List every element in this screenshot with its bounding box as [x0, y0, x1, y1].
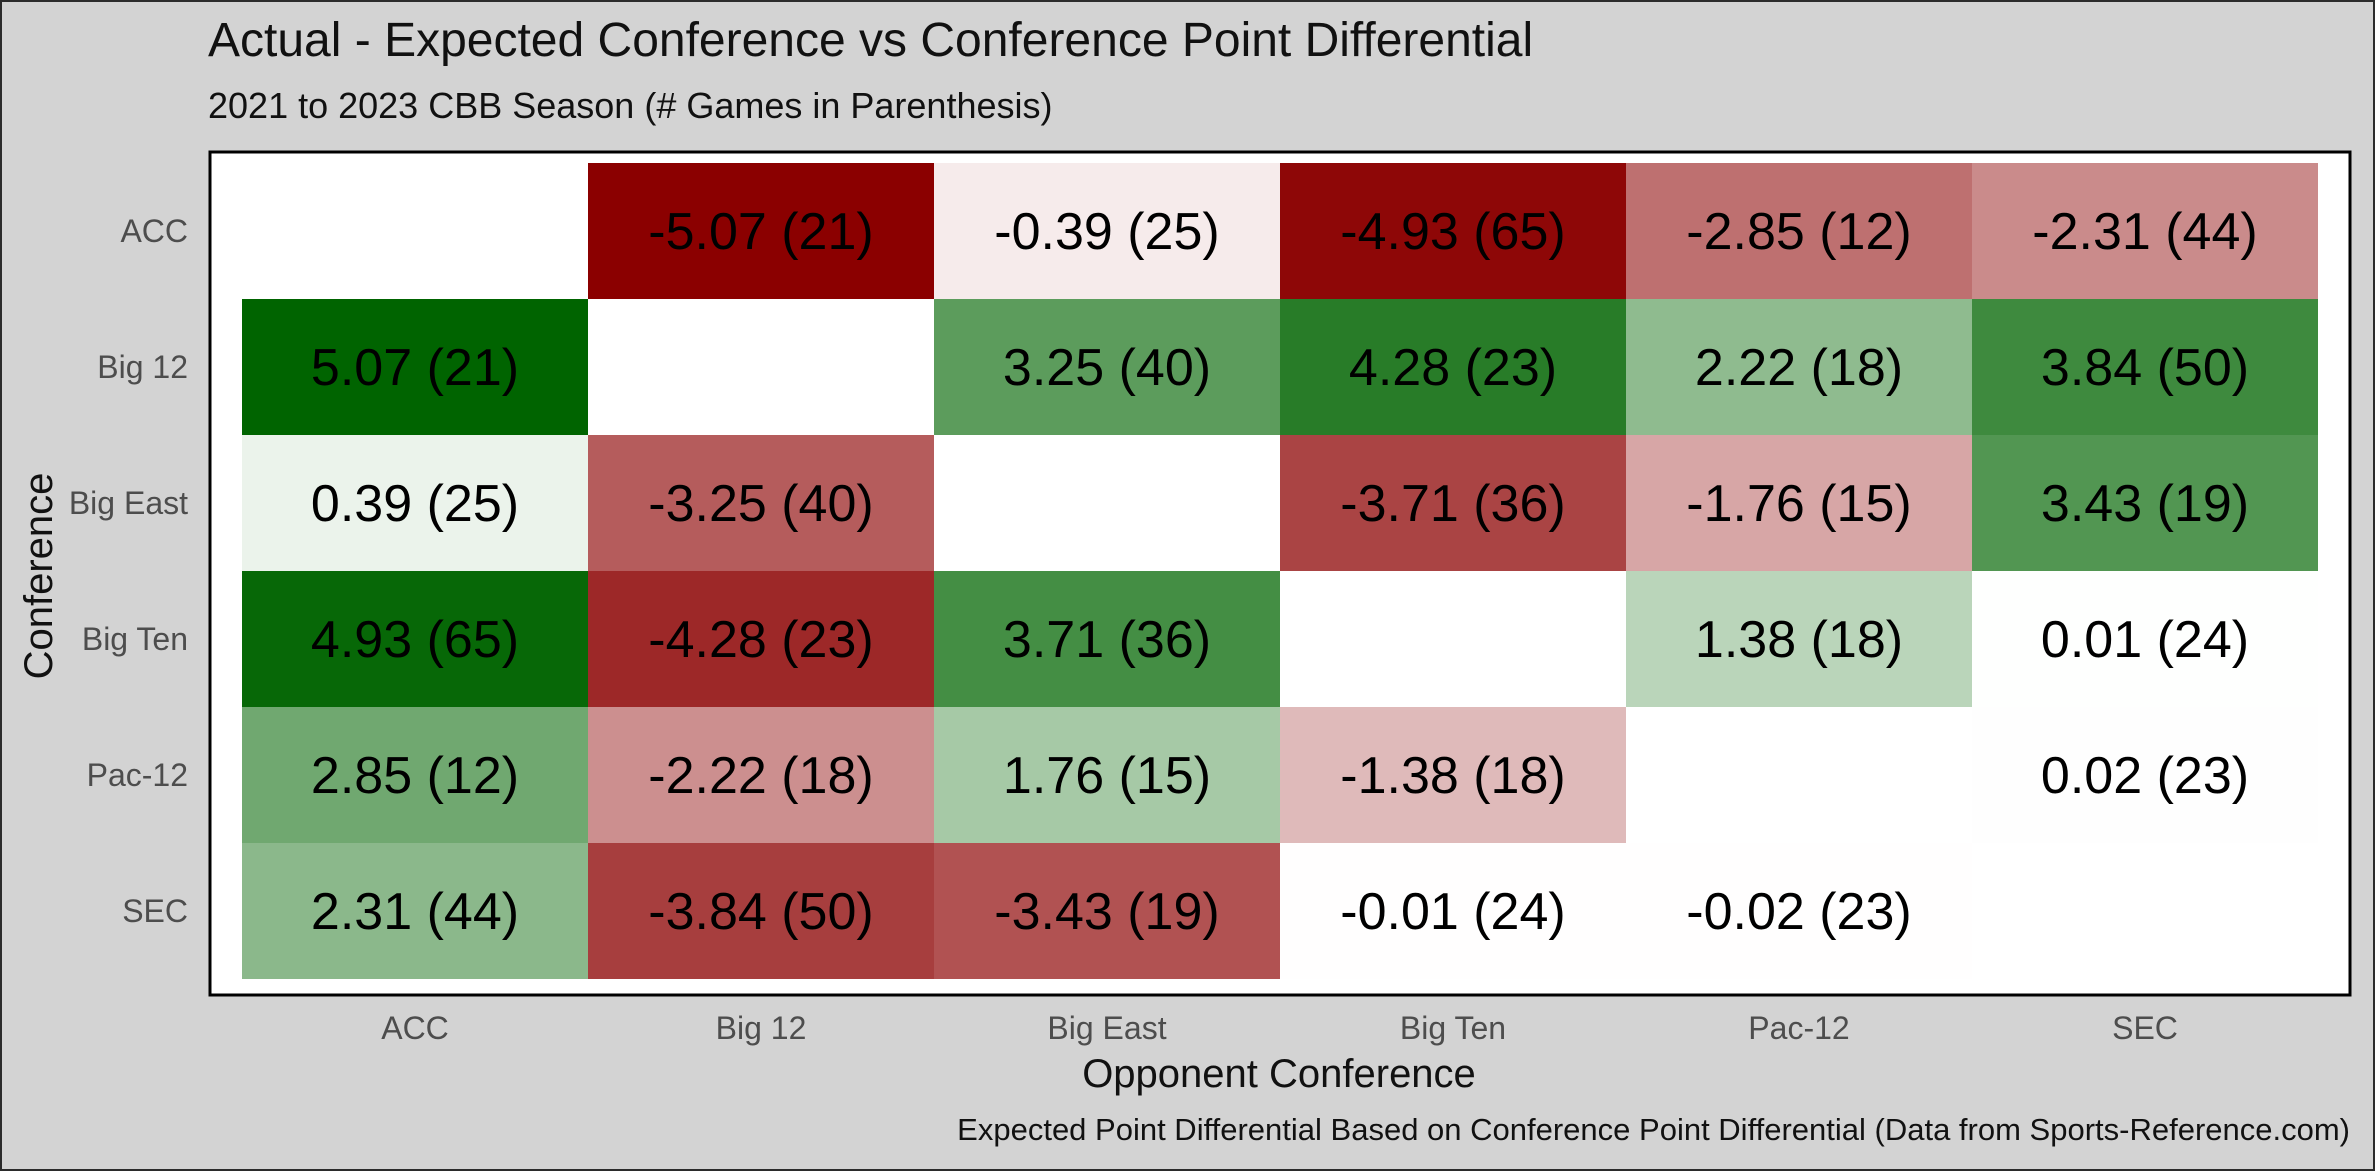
x-tick-acc: ACC [381, 1010, 449, 1046]
heatmap-cell-acc-vs-big-ten [1280, 163, 1626, 299]
heatmap-cell-big-12-vs-sec [1972, 299, 2318, 435]
y-tick-big-12: Big 12 [97, 349, 188, 385]
heatmap-cell-big-12-vs-acc [242, 299, 588, 435]
heatmap-cell-big-east-vs-pac-12 [1626, 435, 1972, 571]
heatmap-cell-big-12-vs-pac-12 [1626, 299, 1972, 435]
y-tick-big-east: Big East [69, 485, 188, 521]
heatmap-cell-pac-12-vs-acc [242, 707, 588, 843]
cell-label-big-east-vs-acc: 0.39 (25) [311, 475, 519, 533]
cell-label-big-12-vs-acc: 5.07 (21) [311, 339, 519, 397]
y-tick-sec: SEC [122, 893, 188, 929]
cell-label-pac-12-vs-sec: 0.02 (23) [2041, 747, 2249, 805]
heatmap-cell-big-ten-vs-big-east [934, 571, 1280, 707]
heatmap-cell-big-ten-vs-sec [1972, 571, 2318, 707]
cell-label-pac-12-vs-big-east: 1.76 (15) [1003, 747, 1211, 805]
x-tick-pac-12: Pac-12 [1748, 1010, 1849, 1046]
cell-label-pac-12-vs-big-ten: -1.38 (18) [1340, 747, 1565, 805]
y-tick-pac-12: Pac-12 [87, 757, 188, 793]
y-tick-big-ten: Big Ten [82, 621, 188, 657]
x-axis-title: Opponent Conference [1082, 1052, 1476, 1096]
cell-label-acc-vs-big-east: -0.39 (25) [994, 203, 1219, 261]
chart-title: Actual - Expected Conference vs Conferen… [208, 14, 1533, 67]
heatmap-cell-big-east-vs-acc [242, 435, 588, 571]
cell-label-big-ten-vs-acc: 4.93 (65) [311, 611, 519, 669]
chart-caption: Expected Point Differential Based on Con… [957, 1112, 2350, 1147]
cell-label-big-east-vs-big-12: -3.25 (40) [648, 475, 873, 533]
cell-label-sec-vs-acc: 2.31 (44) [311, 883, 519, 941]
cell-label-big-ten-vs-big-12: -4.28 (23) [648, 611, 873, 669]
x-tick-big-east: Big East [1047, 1010, 1166, 1046]
heatmap-cell-acc-vs-sec [1972, 163, 2318, 299]
cell-label-sec-vs-big-ten: -0.01 (24) [1340, 883, 1565, 941]
heatmap-cell-big-ten-vs-acc [242, 571, 588, 707]
heatmap-cell-big-east-vs-big-ten [1280, 435, 1626, 571]
y-axis-title: Conference [17, 473, 61, 680]
cell-label-sec-vs-big-east: -3.43 (19) [994, 883, 1219, 941]
x-tick-big-ten: Big Ten [1400, 1010, 1506, 1046]
cell-label-big-east-vs-sec: 3.43 (19) [2041, 475, 2249, 533]
chart-subtitle: 2021 to 2023 CBB Season (# Games in Pare… [208, 85, 1053, 126]
cell-label-acc-vs-big-12: -5.07 (21) [648, 203, 873, 261]
cell-label-big-east-vs-pac-12: -1.76 (15) [1686, 475, 1911, 533]
cell-label-pac-12-vs-big-12: -2.22 (18) [648, 747, 873, 805]
cell-label-big-12-vs-sec: 3.84 (50) [2041, 339, 2249, 397]
heatmap-cell-pac-12-vs-sec [1972, 707, 2318, 843]
cell-label-acc-vs-pac-12: -2.85 (12) [1686, 203, 1911, 261]
heatmap-cell-acc-vs-big-east [934, 163, 1280, 299]
cell-label-sec-vs-big-12: -3.84 (50) [648, 883, 873, 941]
heatmap-cell-sec-vs-pac-12 [1626, 843, 1972, 979]
cell-label-big-12-vs-big-east: 3.25 (40) [1003, 339, 1211, 397]
heatmap-cell-big-12-vs-big-east [934, 299, 1280, 435]
cell-label-big-ten-vs-big-east: 3.71 (36) [1003, 611, 1211, 669]
cell-label-acc-vs-big-ten: -4.93 (65) [1340, 203, 1565, 261]
cell-label-big-12-vs-pac-12: 2.22 (18) [1695, 339, 1903, 397]
cell-label-big-12-vs-big-ten: 4.28 (23) [1349, 339, 1557, 397]
heatmap-cell-sec-vs-big-12 [588, 843, 934, 979]
heatmap-cell-acc-vs-pac-12 [1626, 163, 1972, 299]
y-tick-acc: ACC [120, 213, 188, 249]
x-axis-ticks: ACC Big 12 Big East Big Ten Pac-12 SEC [381, 1010, 2178, 1046]
heatmap-cell-sec-vs-big-ten [1280, 843, 1626, 979]
heatmap-cell-sec-vs-acc [242, 843, 588, 979]
heatmap-cell-sec-vs-big-east [934, 843, 1280, 979]
heatmap-cell-big-12-vs-big-ten [1280, 299, 1626, 435]
heatmap-cells: -5.07 (21) -0.39 (25) -4.93 (65) -2.85 (12)… [242, 163, 2318, 979]
y-axis-ticks: ACC Big 12 Big East Big Ten Pac-12 SEC [69, 213, 188, 929]
x-tick-sec: SEC [2112, 1010, 2178, 1046]
x-tick-big-12: Big 12 [716, 1010, 807, 1046]
heatmap-cell-big-east-vs-sec [1972, 435, 2318, 571]
cell-label-big-ten-vs-pac-12: 1.38 (18) [1695, 611, 1903, 669]
cell-label-big-east-vs-big-ten: -3.71 (36) [1340, 475, 1565, 533]
heatmap-cell-pac-12-vs-big-ten [1280, 707, 1626, 843]
heatmap-cell-big-ten-vs-big-12 [588, 571, 934, 707]
cell-label-acc-vs-sec: -2.31 (44) [2032, 203, 2257, 261]
heatmap-cell-pac-12-vs-big-12 [588, 707, 934, 843]
heatmap-cell-acc-vs-big-12 [588, 163, 934, 299]
heatmap-cell-big-east-vs-big-12 [588, 435, 934, 571]
heatmap-cell-big-ten-vs-pac-12 [1626, 571, 1972, 707]
cell-label-pac-12-vs-acc: 2.85 (12) [311, 747, 519, 805]
cell-label-sec-vs-pac-12: -0.02 (23) [1686, 883, 1911, 941]
heatmap-cell-pac-12-vs-big-east [934, 707, 1280, 843]
cell-label-big-ten-vs-sec: 0.01 (24) [2041, 611, 2249, 669]
